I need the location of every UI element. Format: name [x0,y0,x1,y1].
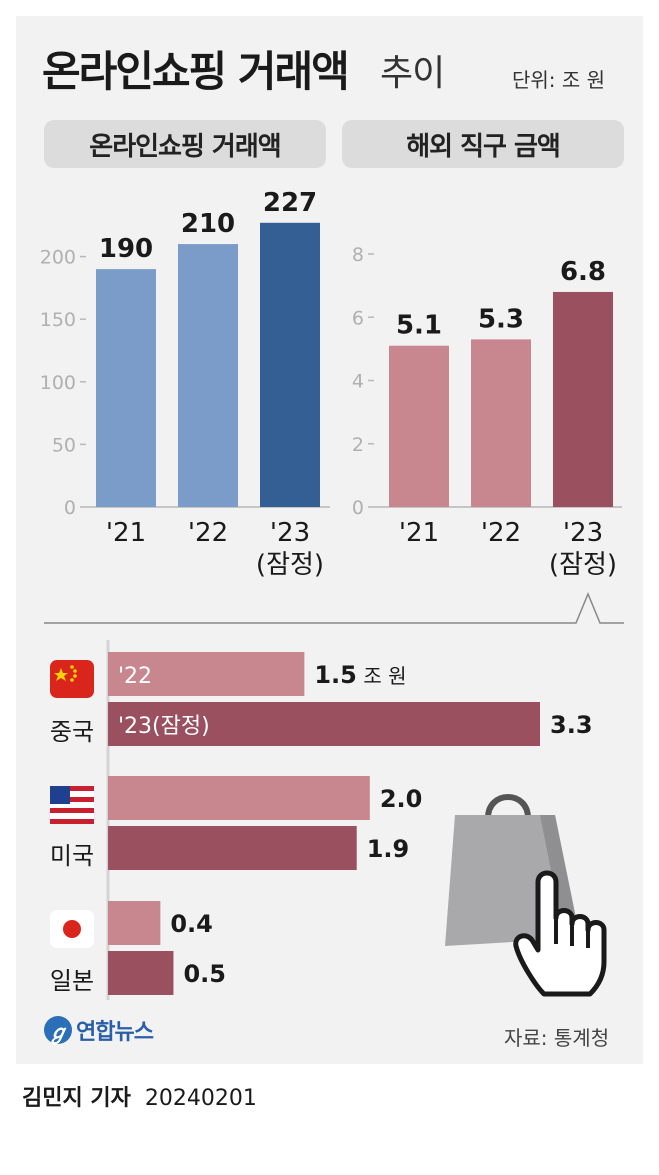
x-tick-label: (잠정) [549,550,617,580]
hbar [108,652,305,696]
yonhap-logo-mark: ℊ [44,1016,72,1044]
hbar [108,951,174,995]
bar [260,222,320,507]
chart-by-country: 1.5 '22 조 원 3.3 '23(잠정) 중국 2.0 1.9 미국 0.4 0.5 일본 [44,592,624,1000]
usa-flag-icon [50,786,94,824]
country-label: 일본 [50,967,94,995]
y-tick-label: 50 [52,434,76,456]
source-label: 자료: 통계청 [504,1026,610,1050]
hbar-value-label: 2.0 [380,785,423,813]
series-legend-label: '23(잠정) [118,714,210,739]
y-tick-label: 6 [352,307,364,329]
reporter-name: 김민지 기자 [22,1086,131,1111]
credit-line: 김민지 기자 20240201 [22,1080,257,1112]
bar-value-label: 5.3 [478,304,524,334]
divider-line [44,592,624,624]
chart-online-shopping: 0 50 100 150 200 190 '21 210 '22 227 '23(잠정) [40,188,330,580]
y-tick-label: 200 [40,247,76,269]
unit-label: 단위: 조 원 [512,68,606,92]
hand-cursor-icon [513,870,607,997]
y-tick-label: 100 [40,372,76,394]
bar [553,291,613,507]
bar-value-label: 190 [99,234,153,264]
chart-overseas-direct: 0 2 4 6 8 5.1 '21 5.3 '22 6.8 '23(잠정) [352,244,622,580]
x-tick-label: '21 [106,518,146,548]
hbar [108,826,357,870]
page-title: 온라인쇼핑 거래액 [42,47,350,96]
panel-title-online-shopping: 온라인쇼핑 거래액 [44,120,326,168]
y-tick-label: 2 [352,434,364,456]
hbar-value-label: 0.4 [170,910,213,938]
bar [389,345,449,507]
x-tick-label: '22 [481,518,521,548]
page-title-suffix: 추이 [380,53,445,94]
china-flag-icon [50,660,94,698]
hbar-value-label: 1.9 [367,835,410,863]
bar [178,244,238,507]
bar-value-label: 5.1 [396,311,442,341]
y-tick-label: 0 [64,497,76,519]
x-tick-label: '21 [399,518,439,548]
y-tick-label: 150 [40,309,76,331]
bar [96,269,156,507]
x-tick-label: '23 [563,518,603,548]
x-tick-label: '23 [270,518,310,548]
bar [471,339,531,507]
y-tick-label: 8 [352,244,364,266]
y-tick-label: 0 [352,497,364,519]
hbar-value-label: 1.5 [314,661,357,689]
bar-value-label: 210 [181,209,235,239]
hbar-unit-label: 조 원 [363,664,406,688]
bar-value-label: 6.8 [560,257,606,287]
hbar [108,901,161,945]
hbar-value-label: 3.3 [550,711,593,739]
japan-flag-icon [50,910,94,948]
country-label: 미국 [50,842,94,870]
yonhap-logo-text: 연합뉴스 [76,1020,154,1045]
x-tick-label: '22 [188,518,228,548]
bar-value-label: 227 [263,188,317,218]
series-legend-label: '22 [118,664,152,689]
panel-title-overseas-direct: 해외 직구 금액 [342,120,624,168]
yonhap-logo: ℊ 연합뉴스 [44,1014,154,1046]
y-tick-label: 4 [352,371,364,393]
hbar [108,702,540,746]
hbar [108,776,370,820]
x-tick-label: (잠정) [256,550,324,580]
credit-date: 20240201 [144,1086,257,1111]
country-label: 중국 [50,718,94,746]
hbar-value-label: 0.5 [183,960,226,988]
